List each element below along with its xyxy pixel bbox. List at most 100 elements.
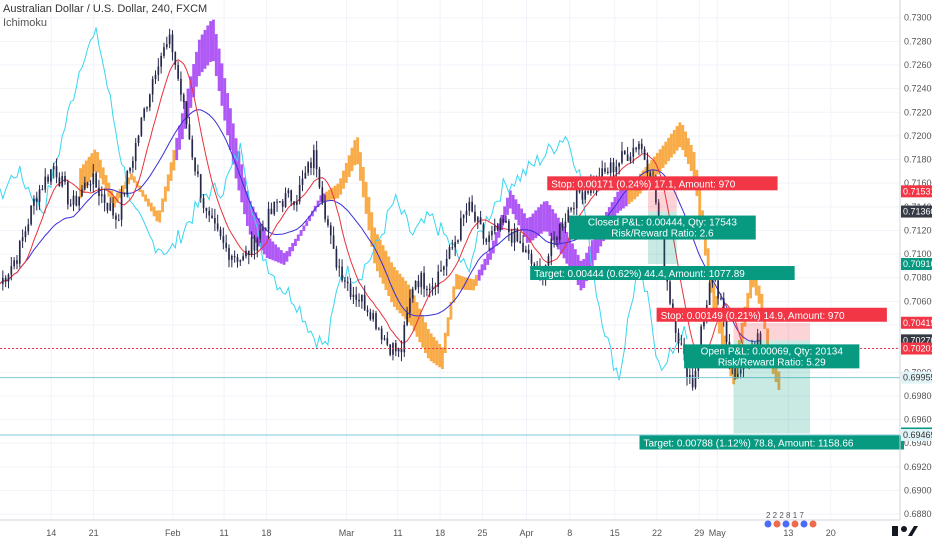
price-label-bg [901, 258, 932, 271]
cloud-segment [319, 195, 323, 203]
cloud-segment [130, 173, 133, 180]
price-label-text: 0.70201 [903, 344, 932, 354]
cloud-segment [147, 198, 150, 207]
candle-body [411, 289, 414, 299]
candle-body [443, 266, 445, 270]
open-long-risk-zone [733, 322, 810, 341]
cloud-segment [432, 337, 436, 364]
cloud-segment [554, 213, 557, 245]
cloud-segment [200, 34, 204, 73]
candle-body [197, 171, 199, 175]
cloud-segment [777, 371, 781, 391]
candle-body [296, 201, 298, 205]
cloud-segment [418, 308, 422, 343]
candle-body [270, 208, 273, 215]
open-long-stop-label-bg [656, 307, 887, 322]
price-label-bg [901, 316, 932, 329]
candle-body [618, 162, 620, 167]
closed-long-info-bg [569, 215, 756, 240]
cloud-segment [158, 210, 162, 223]
cloud-segment [630, 181, 634, 202]
candle-body [216, 223, 219, 230]
cloud-segment [288, 247, 292, 257]
open-long-target-label-bg [639, 435, 904, 450]
candle-body [708, 282, 711, 305]
indicator-label[interactable]: Ichimoku [3, 17, 48, 29]
cloud-segment [268, 238, 272, 260]
candle-body [496, 225, 499, 231]
chart-legend: Australian Dollar / U.S. Dollar, 240, FX… [3, 2, 207, 30]
cloud-segment [672, 129, 676, 155]
candle-body [315, 150, 318, 170]
candle-body [245, 250, 247, 257]
candle-body [324, 202, 326, 220]
cloud-segment [110, 190, 114, 204]
cloud-segment [412, 295, 416, 332]
candle-body [253, 237, 256, 251]
cloud-segment [539, 204, 543, 234]
candle-body [632, 147, 635, 157]
candle-body [400, 348, 403, 353]
cloud-segment [675, 126, 679, 151]
cloud-segment [698, 190, 702, 217]
candle-body [499, 218, 502, 231]
candle-body [530, 253, 533, 264]
symbol-title[interactable]: Australian Dollar / U.S. Dollar, 240, FX… [3, 3, 208, 15]
candle-body [146, 107, 148, 109]
cloud-segment [766, 328, 769, 347]
cloud-segment [774, 363, 778, 382]
candle-body [262, 228, 264, 231]
logo-bar [892, 526, 898, 536]
candle-body [168, 34, 171, 45]
cloud-segment [528, 216, 532, 243]
candle-body [4, 277, 7, 282]
candle-body [327, 219, 329, 226]
candle-body [513, 229, 516, 243]
cloud-segment [291, 243, 295, 252]
cloud-segment [650, 160, 654, 181]
candle-body [129, 167, 131, 172]
candle-body [137, 135, 140, 144]
candle-body [112, 203, 114, 216]
candle-body [547, 256, 550, 266]
cloud-segment [262, 229, 266, 255]
cloud-segment [508, 190, 512, 209]
cloud-segment [627, 183, 631, 205]
candle-body [522, 242, 524, 252]
candle-body [140, 117, 143, 136]
cloud-segment [392, 266, 396, 307]
candle-body [247, 250, 250, 255]
candle-body [440, 269, 442, 272]
candle-body [677, 332, 680, 344]
closed-long-target-label-text: Target: 0.00444 (0.62%) 44.4, Amount: 10… [534, 269, 745, 280]
price-label: 0.70419 [901, 316, 932, 329]
candle-body [638, 143, 640, 150]
cloud-segment [203, 29, 207, 69]
candle-body [264, 228, 267, 231]
price-label-bg [901, 342, 932, 355]
candle-body [344, 280, 346, 282]
cloud-segment [186, 88, 190, 119]
candle-body [67, 181, 69, 205]
candle-body [485, 238, 488, 243]
candle-body [465, 210, 468, 216]
candle-body [609, 162, 612, 174]
candle-body [657, 202, 660, 222]
cloud-segment [322, 193, 326, 202]
cloud-segment [310, 210, 314, 217]
cloud-segment [305, 220, 309, 226]
cloud-segment [192, 64, 196, 98]
candle-body [290, 190, 293, 202]
cloud-segment [514, 199, 518, 220]
time-tick-label: 25 [477, 528, 487, 538]
candle-body [44, 176, 47, 190]
candle-body [437, 271, 440, 287]
price-label-text: 0.70916 [903, 259, 932, 269]
candle-body [160, 55, 162, 67]
